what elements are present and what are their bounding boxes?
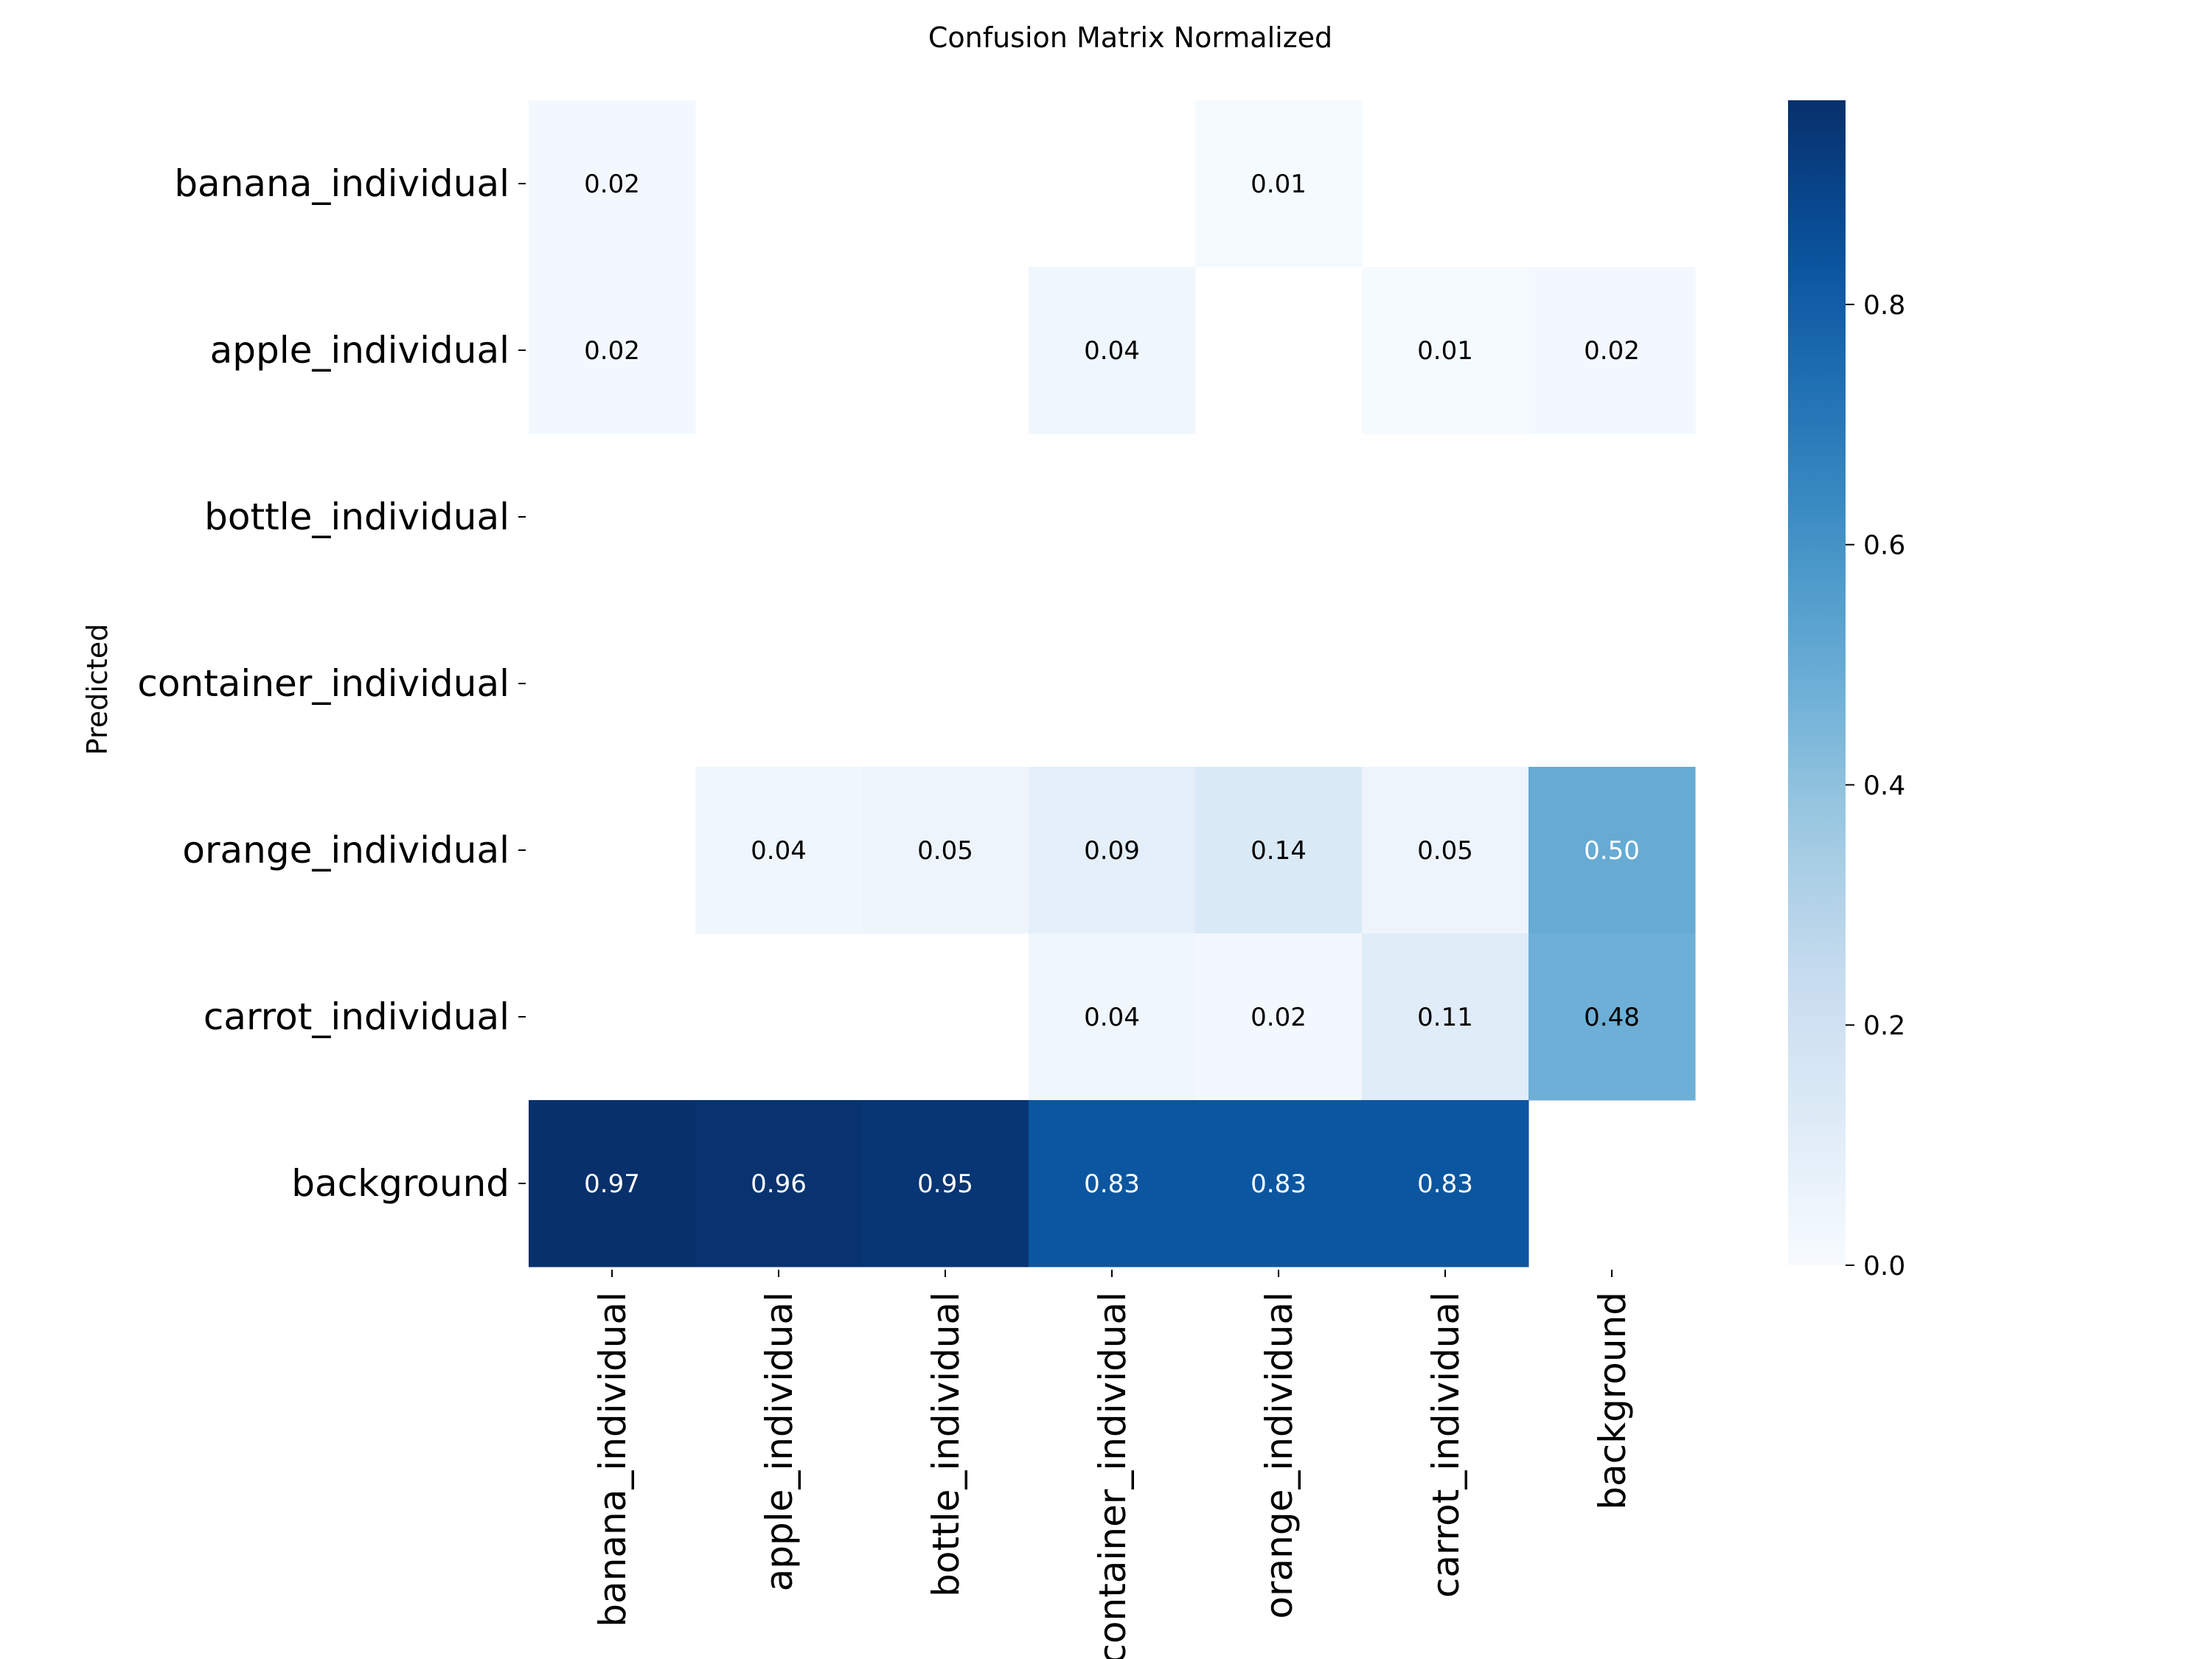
heatmap-cell	[1029, 267, 1196, 434]
heatmap-cell	[862, 1100, 1029, 1267]
cell-value-label: 0.09	[1084, 836, 1140, 866]
heatmap-cell	[1528, 267, 1696, 434]
cell-value-label: 0.05	[917, 836, 973, 866]
heatmap-cell	[695, 1100, 863, 1267]
heatmap-cell	[529, 267, 696, 434]
heatmap-cell	[1029, 767, 1196, 934]
colorbar: 0.0 0.2 0.4 0.6 0.8	[1788, 100, 1905, 1281]
cell-value-label: 0.02	[584, 336, 640, 366]
cell-value-label: 0.95	[917, 1169, 973, 1199]
colorbar-tick-label: 0.8	[1863, 291, 1905, 321]
cell-value-label: 0.01	[1251, 170, 1307, 199]
cell-value-label: 0.11	[1417, 1003, 1473, 1032]
y-axis-label: Predicted	[81, 624, 114, 755]
cell-value-label: 0.96	[751, 1169, 807, 1199]
heatmap-cell	[1362, 933, 1529, 1101]
column-tick-label: container_individual	[1091, 1292, 1134, 1659]
column-tick-label: background	[1591, 1292, 1634, 1510]
column-tick-label: apple_individual	[758, 1292, 801, 1591]
row-tick-label: carrot_individual	[204, 995, 509, 1038]
heatmap-cell	[1195, 933, 1363, 1101]
cell-value-label: 0.50	[1584, 836, 1640, 866]
heatmap-cell	[1528, 767, 1696, 934]
cell-value-label: 0.14	[1251, 836, 1307, 866]
cell-value-label: 0.02	[1584, 336, 1640, 366]
heatmap-cell	[1029, 1100, 1196, 1267]
heatmap-cell	[1528, 933, 1696, 1101]
chart-title: Confusion Matrix Normalized	[928, 21, 1332, 54]
cell-value-label: 0.04	[1084, 336, 1140, 366]
cell-value-label: 0.02	[1251, 1003, 1307, 1032]
row-tick-label: bottle_individual	[204, 495, 509, 538]
cell-value-label: 0.83	[1417, 1169, 1473, 1199]
cell-value-label: 0.05	[1417, 836, 1473, 866]
column-tick-label: bottle_individual	[925, 1292, 967, 1597]
cell-value-label: 0.04	[1084, 1003, 1140, 1032]
cell-value-label: 0.83	[1084, 1169, 1140, 1199]
row-tick-label: container_individual	[137, 662, 509, 705]
colorbar-gradient	[1788, 100, 1846, 1265]
heatmap-cell	[862, 767, 1029, 934]
cell-value-label: 0.02	[584, 170, 640, 199]
heatmap-cells: 0.02 0.01 0.02 0.04 0.01 0.02 0.04 0.05 0.09 0.14…	[529, 100, 1696, 1267]
cell-value-label: 0.83	[1251, 1169, 1307, 1199]
colorbar-tick-label: 0.2	[1863, 1011, 1905, 1041]
heatmap-cell	[529, 100, 696, 268]
row-tick-labels: banana_individual apple_individual bottle_…	[137, 162, 526, 1205]
column-tick-label: carrot_individual	[1425, 1292, 1467, 1598]
heatmap-cell	[1195, 100, 1363, 268]
row-tick-label: orange_individual	[182, 829, 509, 872]
column-tick-label: banana_individual	[591, 1292, 634, 1627]
column-tick-label: orange_individual	[1258, 1292, 1301, 1619]
cell-value-label: 0.48	[1584, 1003, 1640, 1032]
heatmap-cell	[1195, 767, 1363, 934]
row-tick-label: apple_individual	[210, 329, 509, 372]
heatmap-cell	[529, 1100, 696, 1267]
heatmap-cell	[1362, 767, 1529, 934]
cell-value-label: 0.97	[584, 1169, 640, 1199]
heatmap-cell	[695, 767, 863, 934]
row-tick-label: banana_individual	[174, 162, 509, 205]
column-tick-labels: banana_individual apple_individual bottle_…	[591, 1270, 1634, 1659]
colorbar-tick-label: 0.6	[1863, 531, 1905, 561]
heatmap-cell	[1362, 1100, 1529, 1267]
cell-value-label: 0.01	[1417, 336, 1473, 366]
cell-value-label: 0.04	[751, 836, 807, 866]
heatmap-cell	[1362, 267, 1529, 434]
colorbar-tick-label: 0.4	[1863, 771, 1905, 801]
heatmap-cell	[1195, 1100, 1363, 1267]
row-tick-label: background	[291, 1162, 509, 1205]
colorbar-tick-label: 0.0	[1863, 1251, 1905, 1281]
heatmap-cell	[1029, 933, 1196, 1101]
